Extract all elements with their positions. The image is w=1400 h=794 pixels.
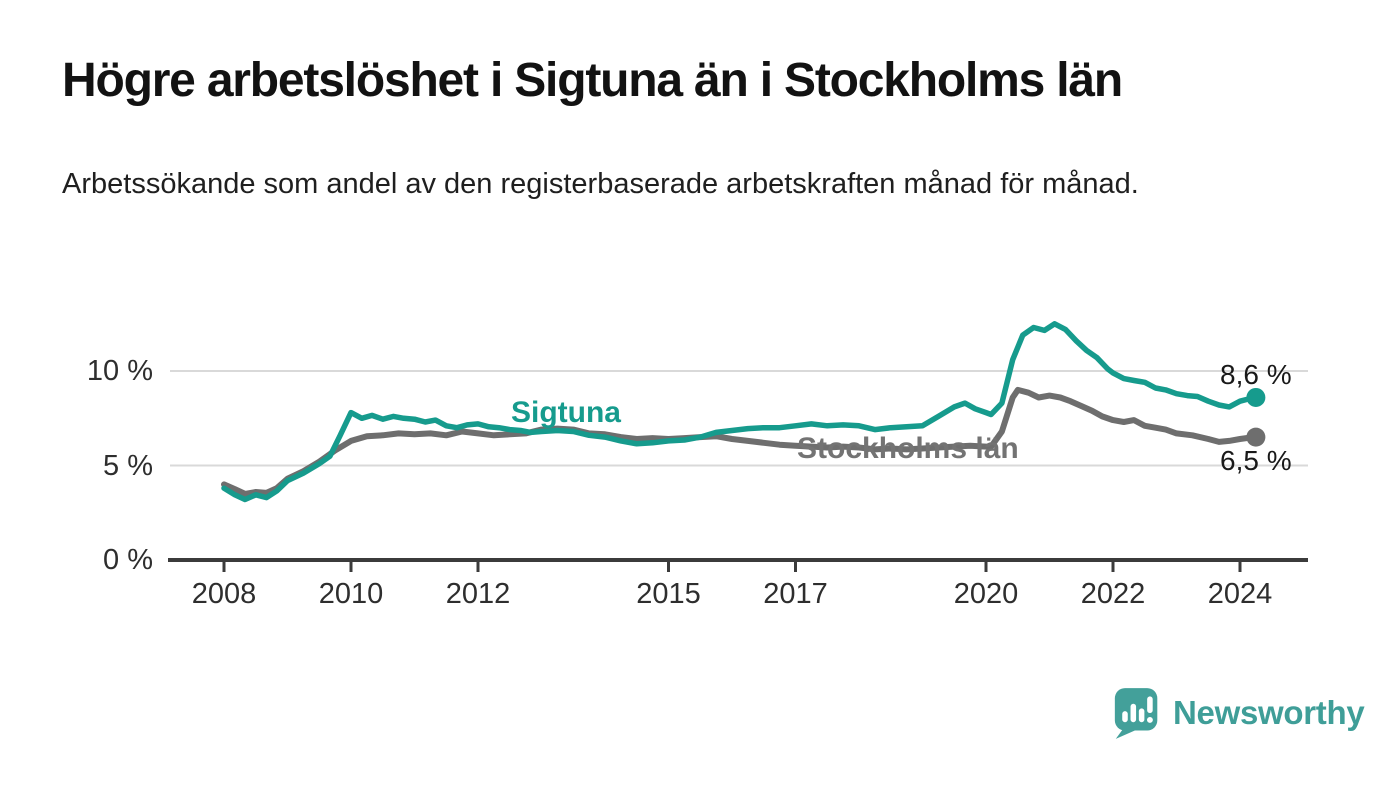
x-tick-label: 2008	[191, 578, 257, 610]
y-tick-label: 0 %	[103, 544, 153, 576]
bar-chart-speech-bubble-icon	[1114, 688, 1158, 739]
x-tick-label: 2017	[763, 578, 828, 610]
series-line-sigtuna	[221, 321, 1259, 503]
series-end-dot	[1246, 387, 1266, 407]
x-tick-label: 2015	[636, 578, 701, 610]
series-label-sigtuna: Sigtuna	[511, 396, 621, 429]
page-title: Högre arbetslöshet i Sigtuna än i Stockh…	[62, 54, 1123, 107]
newsworthy-logo: Newsworthy	[1113, 686, 1365, 740]
end-value-label-sigtuna: 8,6 %	[1220, 359, 1292, 390]
brand-name: Newsworthy	[1173, 694, 1365, 731]
chart-subtitle: Arbetssökande som andel av den registerb…	[62, 168, 1139, 200]
series-end-dot	[1246, 427, 1266, 447]
x-tick-label: 2024	[1207, 578, 1273, 610]
x-tick-label: 2022	[1080, 578, 1146, 610]
x-tick-label: 2010	[318, 578, 384, 610]
x-tick-label: 2020	[953, 578, 1019, 610]
series-line-stockholms-l-n	[221, 386, 1259, 497]
x-tick-label: 2012	[445, 578, 511, 610]
end-value-label-stockholm: 6,5 %	[1220, 445, 1292, 476]
y-tick-label: 5 %	[103, 449, 153, 482]
series-label-stockholm: Stockholms län	[797, 432, 1019, 465]
y-tick-label: 10 %	[86, 355, 153, 387]
